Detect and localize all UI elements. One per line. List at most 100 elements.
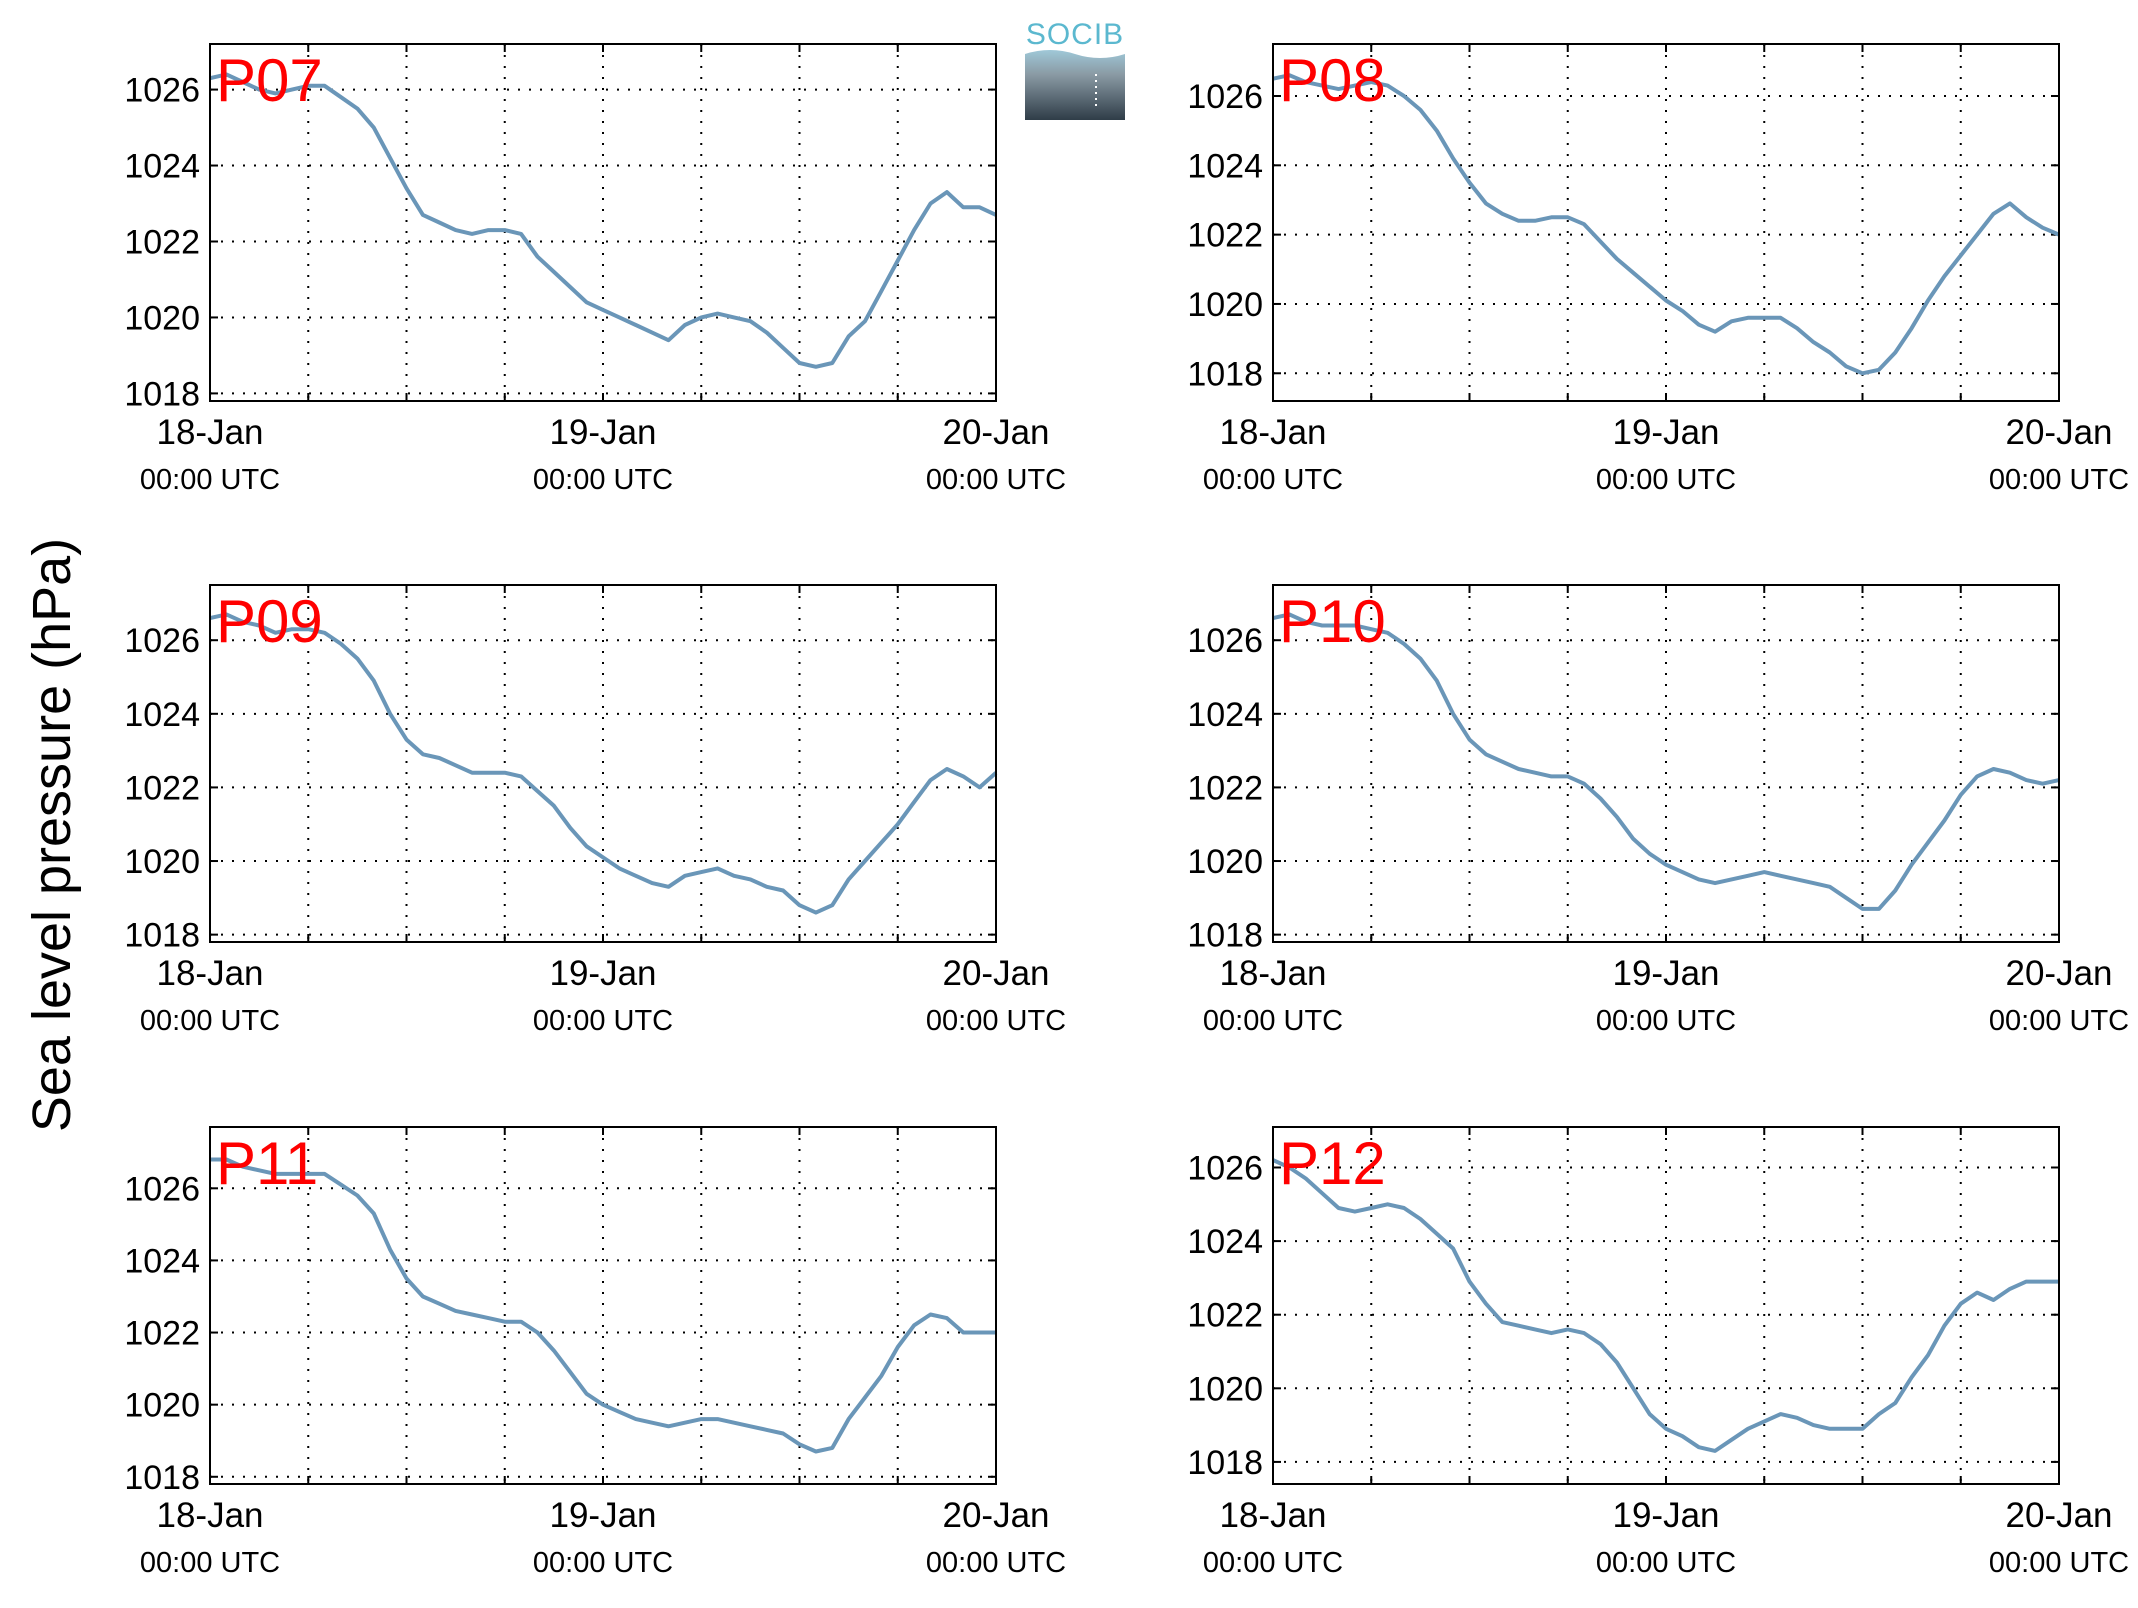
x-tick-date-label: 18-Jan [156,413,263,452]
y-tick-label: 1018 [1187,917,1263,955]
grid [1273,585,2059,942]
x-tick-date-label: 18-Jan [1219,1496,1326,1535]
x-tick-time-label: 00:00 UTC [533,1547,673,1579]
x-tick-date-label: 18-Jan [156,1496,263,1535]
pressure-series-line [1272,1158,2059,1453]
panel-label: P11 [216,1130,318,1197]
x-tick-time-label: 00:00 UTC [1203,1547,1343,1579]
x-tick-time-label: 00:00 UTC [1989,464,2129,496]
y-tick-label: 1020 [1187,286,1263,324]
y-tick-label: 1018 [124,375,200,413]
x-tick-time-label: 00:00 UTC [926,1005,1066,1037]
plot-frame [1272,43,2060,402]
panel-label: P08 [1279,47,1386,114]
plot-frame [1272,584,2060,943]
x-tick-time-label: 00:00 UTC [1989,1005,2129,1037]
y-tick-label: 1024 [1187,147,1263,185]
y-tick-label: 1020 [124,1387,200,1425]
y-axis-label: Sea level pressure (hPa) [22,538,82,1132]
x-tick-date-label: 18-Jan [1219,413,1326,452]
x-tick-date-label: 19-Jan [549,413,656,452]
x-tick-date-label: 20-Jan [2005,1496,2112,1535]
y-tick-label: 1024 [124,1242,200,1280]
y-tick-label: 1024 [124,696,200,734]
x-tick-date-label: 19-Jan [549,954,656,993]
x-tick-date-label: 18-Jan [1219,954,1326,993]
x-tick-time-label: 00:00 UTC [1596,464,1736,496]
panel-label: P07 [216,47,323,114]
chart-panel-p10: 1018 1020 1022 1024 1026 18-Jan 00:00 UTC 19-Ja… [1187,584,2129,1037]
y-tick-label: 1020 [124,299,200,337]
y-tick-label: 1018 [124,917,200,955]
x-tick-time-label: 00:00 UTC [1203,1005,1343,1037]
x-tick-date-label: 20-Jan [942,413,1049,452]
x-tick-date-label: 19-Jan [1612,1496,1719,1535]
chart-panel-p09: 1018 1020 1022 1024 1026 18-Jan 00:00 UTC 19-Ja… [124,584,1066,1037]
y-tick-label: 1022 [124,223,200,261]
y-tick-label: 1020 [124,843,200,881]
panel-label: P10 [1279,588,1386,655]
grid [210,1127,996,1484]
y-tick-label: 1026 [124,622,200,660]
logo-text: SOCIB [1026,18,1124,51]
plot-frame [209,43,997,402]
x-tick-date-label: 19-Jan [1612,954,1719,993]
x-tick-time-label: 00:00 UTC [140,1547,280,1579]
y-tick-label: 1026 [124,1170,200,1208]
pressure-series-line [209,612,998,915]
y-tick-label: 1024 [124,148,200,186]
y-tick-label: 1018 [124,1459,200,1497]
x-tick-time-label: 00:00 UTC [1596,1005,1736,1037]
x-tick-date-label: 20-Jan [942,954,1049,993]
pressure-series-line [1272,73,2060,376]
x-tick-date-label: 18-Jan [156,954,263,993]
x-tick-time-label: 00:00 UTC [1989,1547,2129,1579]
x-tick-date-label: 19-Jan [1612,413,1719,452]
y-tick-label: 1026 [1187,622,1263,660]
pressure-series-line [1272,612,2060,911]
chart-panel-p12: 1018 1020 1022 1024 1026 18-Jan 00:00 UTC 19-Ja… [1187,1126,2129,1579]
grid [210,44,996,401]
plot-frame [209,1126,997,1485]
y-tick-label: 1020 [1187,1370,1263,1408]
grid [210,585,996,942]
x-tick-time-label: 00:00 UTC [1596,1547,1736,1579]
logo-wave-icon [1025,50,1125,120]
panel-label: P12 [1279,1130,1386,1197]
panel-label: P09 [216,588,323,655]
plot-frame [209,584,997,943]
y-tick-label: 1024 [1187,1223,1263,1261]
chart-panel-p07: 1018 1020 1022 1024 1026 18-Jan 00:00 UTC 19-Ja… [124,43,1066,496]
y-tick-label: 1022 [1187,769,1263,807]
grid [1273,44,2059,401]
x-tick-time-label: 00:00 UTC [926,1547,1066,1579]
y-tick-label: 1026 [124,72,200,110]
x-tick-time-label: 00:00 UTC [533,464,673,496]
pressure-series-line [209,72,997,369]
y-tick-label: 1018 [1187,1444,1263,1482]
y-tick-label: 1020 [1187,843,1263,881]
y-tick-label: 1022 [1187,217,1263,255]
y-tick-label: 1024 [1187,696,1263,734]
chart-panel-p11: 1018 1020 1022 1024 1026 18-Jan 00:00 UTC 19-Ja… [124,1126,1066,1579]
y-tick-label: 1026 [1187,78,1263,116]
x-tick-time-label: 00:00 UTC [140,464,280,496]
x-tick-time-label: 00:00 UTC [140,1005,280,1037]
x-tick-time-label: 00:00 UTC [1203,464,1343,496]
x-tick-time-label: 00:00 UTC [533,1005,673,1037]
chart-panel-p08: 1018 1020 1022 1024 1026 18-Jan 00:00 UTC 19-Ja… [1187,43,2129,496]
y-tick-label: 1022 [124,1315,200,1353]
grid [1273,1127,2059,1484]
plot-frame [1272,1126,2060,1485]
y-tick-label: 1018 [1187,355,1263,393]
x-tick-date-label: 20-Jan [2005,954,2112,993]
x-tick-date-label: 20-Jan [2005,413,2112,452]
pressure-series-line [210,1157,996,1454]
x-tick-date-label: 20-Jan [942,1496,1049,1535]
x-tick-date-label: 19-Jan [549,1496,656,1535]
x-tick-time-label: 00:00 UTC [926,464,1066,496]
y-tick-label: 1022 [124,769,200,807]
socib-logo: SOCIB [1025,18,1125,120]
y-tick-label: 1022 [1187,1297,1263,1335]
